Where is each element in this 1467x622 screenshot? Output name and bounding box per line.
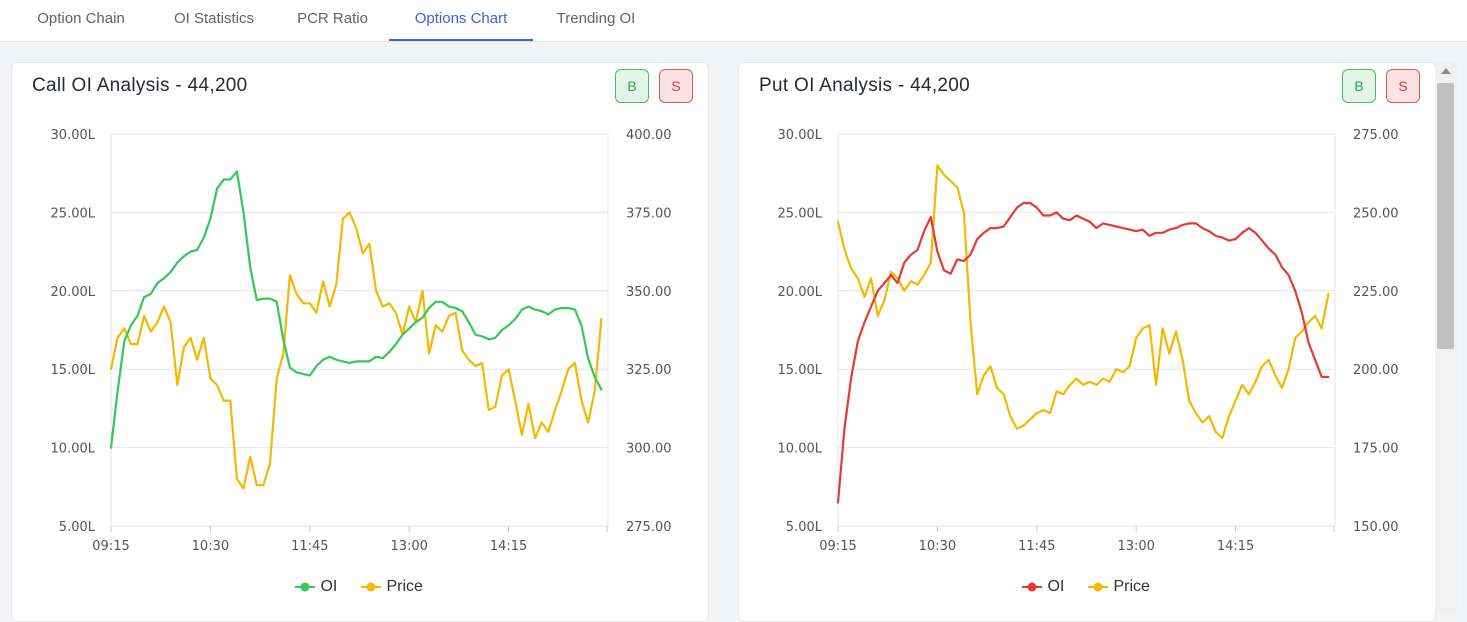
plot-area	[110, 133, 609, 527]
y-right-tick-label: 150.00	[1353, 520, 1399, 535]
y-right-tick-label: 325.00	[626, 363, 672, 378]
legend-label-price: Price	[1113, 578, 1150, 596]
series-line-price[interactable]	[836, 164, 1330, 440]
page-scrollbar[interactable]	[1435, 62, 1457, 612]
legend-item-oi[interactable]: OI	[1021, 576, 1064, 598]
plot-area	[837, 133, 1336, 527]
legend-item-price[interactable]: Price	[1087, 576, 1150, 598]
call-buy-button[interactable]: B	[615, 69, 649, 103]
tab-pcr-ratio[interactable]: PCR Ratio	[297, 10, 368, 27]
call-oi-title: Call OI Analysis - 44,200	[32, 75, 248, 96]
legend-marker-oi	[295, 582, 315, 592]
y-right-tick-label: 400.00	[626, 128, 672, 143]
y-left-tick-label: 30.00L	[51, 128, 96, 143]
legend-label-price: Price	[386, 578, 423, 596]
y-left-tick-label: 10.00L	[51, 442, 96, 457]
y-right-tick-label: 350.00	[626, 285, 672, 300]
y-left-tick-label: 20.00L	[51, 285, 96, 300]
series-line-price[interactable]	[109, 211, 603, 490]
y-right-tick-label: 275.00	[1353, 128, 1399, 143]
x-tick-label: 11:45	[291, 539, 328, 554]
put-oi-title: Put OI Analysis - 44,200	[759, 75, 971, 96]
tab-option-chain[interactable]: Option Chain	[37, 10, 125, 27]
legend-marker-price	[361, 582, 381, 592]
scroll-up-arrow-icon[interactable]	[1441, 68, 1451, 74]
x-tick-label: 10:30	[192, 539, 229, 554]
tab-options-chart[interactable]: Options Chart	[389, 0, 533, 41]
x-tick-label: 13:00	[1117, 539, 1154, 554]
y-left-tick-label: 5.00L	[59, 520, 96, 535]
y-left-tick-label: 15.00L	[778, 363, 823, 378]
series-line-oi[interactable]	[836, 201, 1330, 504]
legend-marker-price	[1088, 582, 1108, 592]
x-tick-label: 09:15	[92, 539, 129, 554]
y-left-tick-label: 10.00L	[778, 442, 823, 457]
series-line-oi[interactable]	[109, 170, 603, 449]
legend-label-oi: OI	[1047, 578, 1065, 596]
scrollbar-thumb[interactable]	[1437, 83, 1454, 349]
call-oi-chart: 30.00L 400.00 25.00L 375.00 20.00L 350.00 15.0…	[51, 128, 672, 554]
y-right-tick-label: 225.00	[1353, 285, 1399, 300]
x-tick-label: 09:15	[819, 539, 856, 554]
tab-trending-oi[interactable]: Trending OI	[556, 10, 636, 27]
put-oi-card: Put OI Analysis - 44,200 B S 30.00L 275.0…	[738, 62, 1436, 622]
y-left-tick-label: 25.00L	[778, 206, 823, 221]
y-left-tick-label: 25.00L	[51, 206, 96, 221]
y-right-tick-label: 250.00	[1353, 206, 1399, 221]
call-oi-legend: OI Price	[294, 576, 454, 598]
y-right-tick-label: 275.00	[626, 520, 672, 535]
y-right-tick-label: 175.00	[1353, 442, 1399, 457]
put-sell-button[interactable]: S	[1386, 69, 1420, 103]
call-sell-button[interactable]: S	[659, 69, 693, 103]
tab-bar: Option Chain OI Statistics PCR Ratio Opt…	[0, 0, 1467, 42]
put-buy-button[interactable]: B	[1342, 69, 1376, 103]
x-tick-label: 14:15	[490, 539, 527, 554]
y-left-tick-label: 20.00L	[778, 285, 823, 300]
y-left-tick-label: 30.00L	[778, 128, 823, 143]
legend-item-price[interactable]: Price	[360, 576, 423, 598]
x-tick-label: 10:30	[919, 539, 956, 554]
y-left-tick-label: 5.00L	[786, 520, 823, 535]
tab-oi-statistics[interactable]: OI Statistics	[173, 10, 255, 27]
put-oi-chart: 30.00L 275.00 25.00L 250.00 20.00L 225.00 15.0…	[778, 128, 1399, 554]
legend-marker-oi	[1022, 582, 1042, 592]
legend-item-oi[interactable]: OI	[294, 576, 337, 598]
call-oi-card: Call OI Analysis - 44,200 B S 30.00L 400.…	[11, 62, 709, 622]
put-oi-legend: OI Price	[1021, 576, 1181, 598]
x-tick-label: 13:00	[390, 539, 427, 554]
x-tick-label: 11:45	[1018, 539, 1055, 554]
y-right-tick-label: 300.00	[626, 442, 672, 457]
legend-label-oi: OI	[320, 578, 338, 596]
y-right-tick-label: 375.00	[626, 206, 672, 221]
x-tick-label: 14:15	[1217, 539, 1254, 554]
y-right-tick-label: 200.00	[1353, 363, 1399, 378]
y-left-tick-label: 15.00L	[51, 363, 96, 378]
